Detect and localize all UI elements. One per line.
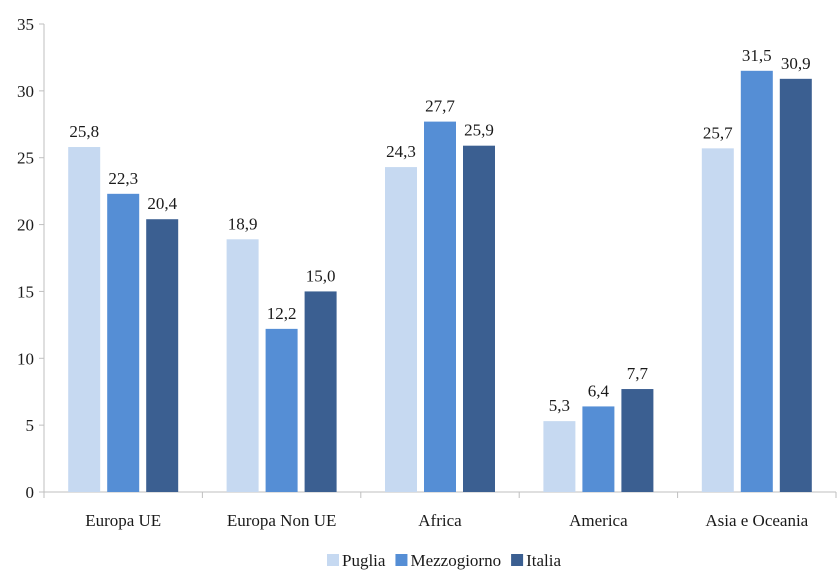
legend-label: Mezzogiorno [410, 551, 501, 570]
legend-label: Italia [526, 551, 561, 570]
data-label: 12,2 [267, 304, 297, 323]
y-tick-label: 15 [17, 282, 34, 301]
x-tick-label: Europa Non UE [227, 511, 337, 530]
bar [543, 421, 576, 492]
x-tick-label: Africa [418, 511, 462, 530]
bar [740, 70, 773, 493]
bar [701, 148, 734, 492]
y-tick-label: 20 [17, 216, 34, 235]
bar [107, 193, 140, 492]
data-label: 27,7 [425, 97, 455, 116]
data-label: 18,9 [228, 214, 258, 233]
data-label: 5,3 [549, 396, 570, 415]
bar [146, 219, 179, 493]
legend-swatch [327, 554, 339, 566]
bar [582, 406, 615, 492]
legend-swatch [511, 554, 524, 566]
bar [265, 328, 298, 492]
data-label: 15,0 [306, 266, 336, 285]
x-tick-label: Asia e Oceania [705, 511, 808, 530]
x-tick-label: America [569, 511, 628, 530]
x-tick-label: Europa UE [85, 511, 161, 530]
legend-label: Puglia [342, 551, 386, 570]
data-label: 22,3 [108, 169, 138, 188]
y-tick-label: 30 [17, 82, 34, 101]
bar [779, 78, 812, 492]
bar [424, 121, 456, 493]
data-label: 25,8 [69, 122, 99, 141]
bar [385, 167, 417, 492]
bar [304, 291, 337, 492]
data-label: 25,7 [703, 123, 733, 142]
y-tick-label: 25 [17, 149, 34, 168]
bar [621, 389, 654, 492]
bar [463, 145, 495, 492]
data-label: 30,9 [781, 54, 811, 73]
y-tick-label: 5 [26, 416, 35, 435]
legend-swatch [395, 554, 408, 566]
y-tick-label: 10 [17, 349, 34, 368]
data-label: 20,4 [147, 194, 177, 213]
bar [226, 239, 259, 492]
data-label: 31,5 [742, 46, 772, 65]
data-label: 25,9 [464, 121, 494, 140]
data-label: 7,7 [627, 364, 649, 383]
y-tick-label: 0 [26, 483, 35, 502]
data-label: 24,3 [386, 142, 416, 161]
data-label: 6,4 [588, 381, 610, 400]
bar [68, 147, 101, 492]
y-tick-label: 35 [17, 15, 34, 34]
